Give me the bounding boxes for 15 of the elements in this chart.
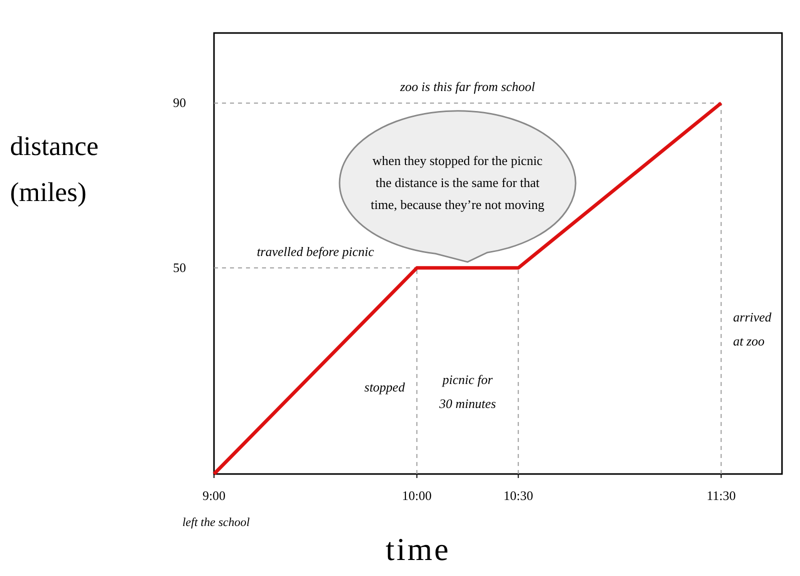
annotation: stopped [364, 380, 406, 395]
y-tick-label: 90 [173, 95, 186, 110]
x-tick-label: 10:30 [503, 488, 534, 503]
y-axis-title: distance (miles) [10, 131, 98, 207]
y-tick-label: 50 [173, 260, 186, 275]
annotation: picnic for 30 minutes [438, 372, 496, 411]
x-tick-label: 9:00 [202, 488, 226, 503]
x-tick-label: 11:30 [706, 488, 736, 503]
ref-line-label: travelled before picnic [256, 244, 374, 259]
annotation: arrived at zoo [733, 310, 772, 349]
text: left the school [182, 515, 250, 529]
x-tick-label: 10:00 [402, 488, 432, 503]
annotation: when they stopped for the picnic the distance is the same for that time, because they’re not moving [370, 152, 545, 212]
x-axis-title: time [386, 531, 450, 567]
ref-line-label: zoo is this far from school [399, 79, 536, 94]
